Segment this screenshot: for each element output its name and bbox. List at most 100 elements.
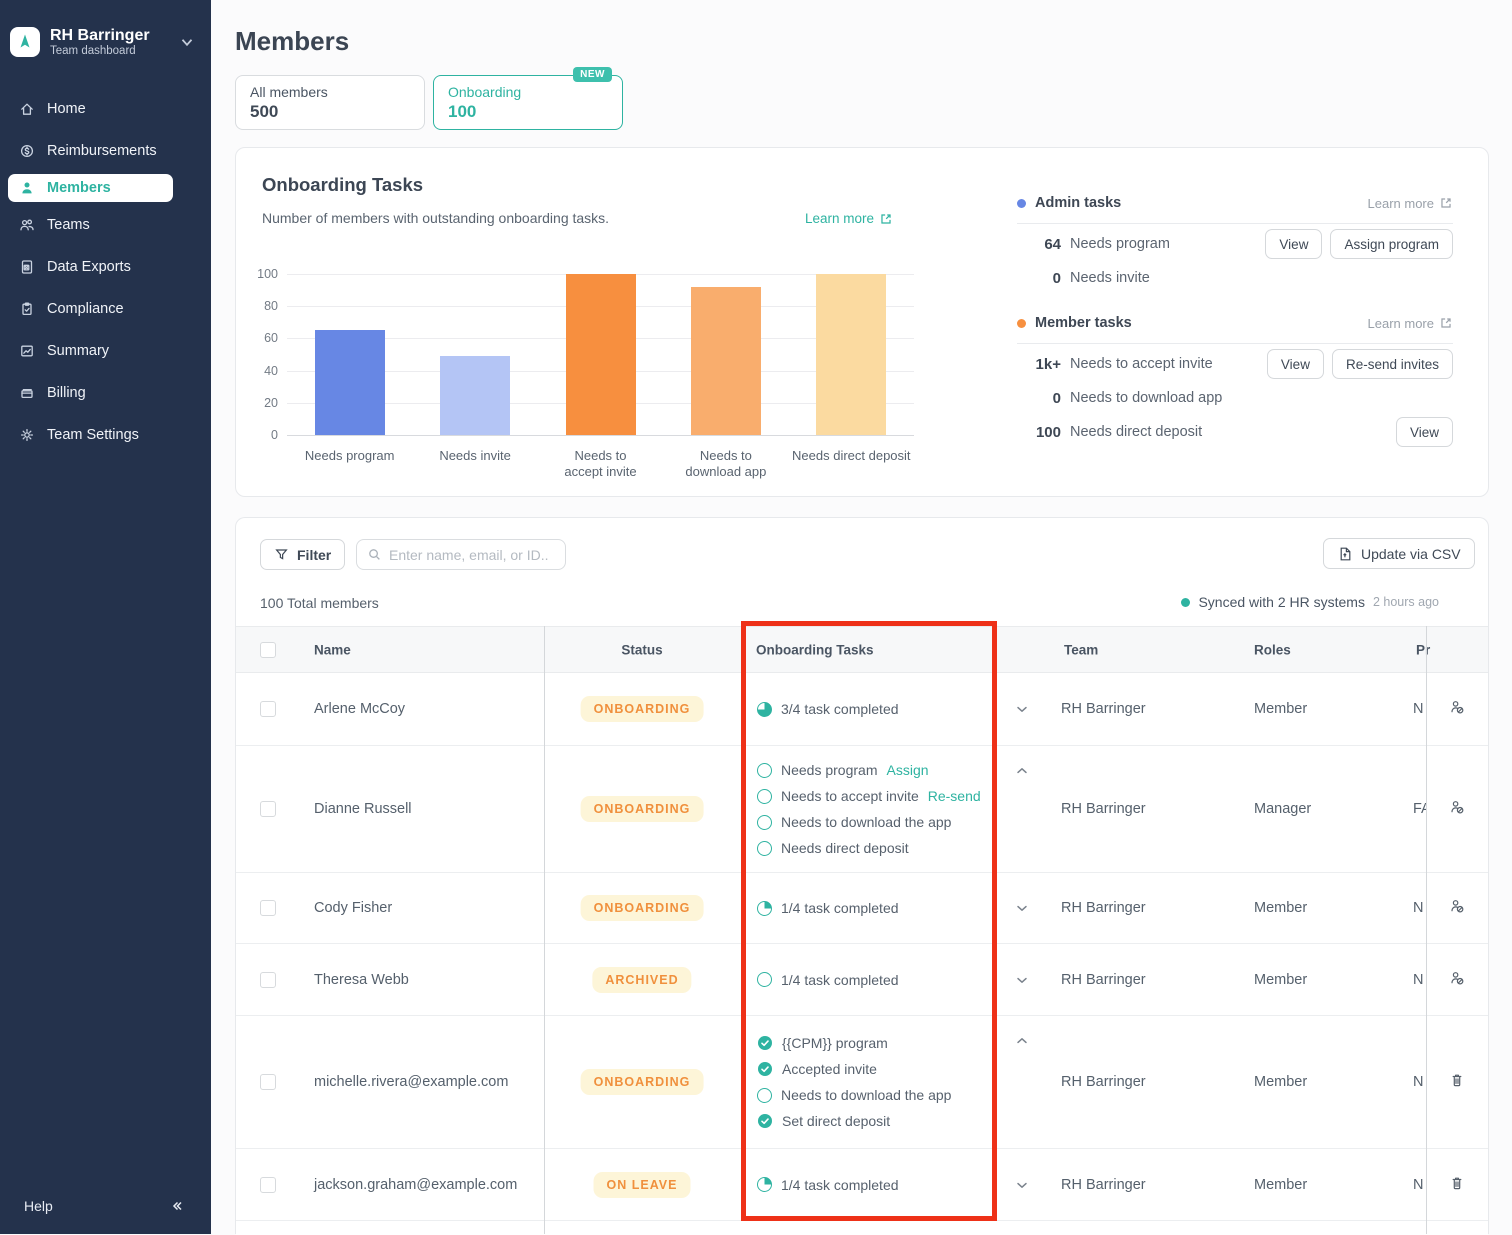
sidebar-item-label: Billing — [47, 385, 86, 401]
table-row: jackson.graham@example.com ON LEAVE 1/4 ta… — [236, 1149, 1488, 1221]
tab-count: 100 — [448, 102, 477, 121]
task-text: Needs direct deposit — [781, 840, 909, 856]
team-cell: RH Barringer — [1061, 1074, 1146, 1090]
collapse-row-icon[interactable] — [1014, 1033, 1030, 1049]
chevron-down-icon[interactable] — [178, 33, 196, 51]
update-csv-button[interactable]: Update via CSV — [1323, 538, 1475, 569]
task-text: Needs to accept invite — [781, 788, 919, 804]
x-axis-label: Needs program — [304, 448, 395, 463]
total-members: 100 Total members — [260, 595, 379, 611]
task-text: Needs to download the app — [781, 1087, 952, 1103]
external-link-icon — [1441, 198, 1451, 208]
y-tick-label: 100 — [257, 267, 278, 281]
sidebar-item-data-exports[interactable]: Data Exports — [0, 246, 211, 288]
admin-tasks-dot-icon — [1017, 198, 1026, 208]
collapse-row-icon[interactable] — [1014, 763, 1030, 779]
onboarding-tasks-cell: 3/4 task completed — [757, 673, 899, 745]
y-tick-label: 40 — [264, 363, 278, 378]
task-text: Accepted invite — [782, 1061, 877, 1077]
status-badge: ONBOARDING — [580, 696, 704, 722]
view-button[interactable]: View — [1266, 349, 1324, 379]
onboarding-bar-chart: 0 20 40 60 80 100 — [257, 267, 914, 442]
row-checkbox[interactable] — [260, 900, 276, 916]
row-checkbox[interactable] — [260, 1176, 276, 1193]
learn-more-link[interactable]: Learn more — [1368, 316, 1453, 331]
task-label: Needs to download app — [1070, 390, 1223, 406]
select-all-checkbox[interactable] — [260, 641, 276, 658]
learn-more-link[interactable]: Learn more — [805, 211, 893, 226]
help-link[interactable]: Help — [24, 1198, 53, 1214]
circle-empty-icon — [757, 762, 772, 778]
tab-all-members[interactable]: All members 500 — [235, 75, 425, 130]
sidebar-item-compliance[interactable]: Compliance — [0, 288, 211, 330]
row-checkbox[interactable] — [260, 971, 276, 988]
collapse-sidebar-icon[interactable] — [169, 1198, 185, 1214]
sidebar-item-home[interactable]: Home — [0, 88, 211, 130]
search-box — [356, 539, 566, 570]
sidebar-item-teams[interactable]: Teams — [0, 204, 211, 246]
task-item: Set direct deposit — [757, 1112, 951, 1130]
org-switcher[interactable]: RH Barringer Team dashboard — [10, 26, 200, 57]
view-button[interactable]: View — [1395, 417, 1453, 447]
task-item: Needs to download the app — [757, 813, 981, 831]
sidebar-item-summary[interactable]: Summary — [0, 330, 211, 372]
truncated-cell: N — [1413, 701, 1424, 717]
sidebar-item-members[interactable]: Members — [8, 174, 173, 202]
table-row: Dianne Russell ONBOARDING Needs program Ass… — [236, 746, 1488, 873]
task-label: Needs invite — [1070, 270, 1150, 286]
team-settings-icon — [19, 427, 35, 443]
filter-button[interactable]: Filter — [260, 539, 346, 570]
sidebar-item-reimbursements[interactable]: Reimbursements — [0, 130, 211, 172]
row-checkbox[interactable] — [260, 1074, 276, 1090]
bar-needs-program — [314, 330, 385, 435]
re-send-link[interactable]: Re-send — [927, 788, 981, 804]
row-checkbox[interactable] — [260, 801, 276, 817]
row-checkbox[interactable] — [260, 701, 276, 717]
task-item: Needs direct deposit — [757, 839, 981, 857]
offboard-member-icon[interactable] — [1449, 699, 1469, 719]
assign-program-button[interactable]: Assign program — [1330, 229, 1453, 259]
member-name: Arlene McCoy — [314, 701, 406, 717]
sidebar-item-billing[interactable]: Billing — [0, 372, 211, 414]
table-row: michelle.rivera@example.com ONBOARDING {{C… — [236, 1016, 1488, 1149]
onboarding-card-title: Onboarding Tasks — [262, 174, 424, 195]
re-send-invites-button[interactable]: Re-send invites — [1331, 349, 1453, 379]
members-icon — [19, 180, 35, 196]
table-header: Name Status Onboarding Tasks Team Roles Pr — [236, 626, 1488, 673]
offboard-member-icon[interactable] — [1449, 799, 1469, 819]
offboard-member-icon[interactable] — [1449, 970, 1469, 990]
team-cell: RH Barringer — [1061, 701, 1146, 717]
delete-member-icon[interactable] — [1449, 1175, 1469, 1195]
learn-more-link[interactable]: Learn more — [1368, 196, 1453, 211]
pie-quarter-icon — [757, 900, 772, 916]
search-input[interactable] — [389, 546, 549, 563]
task-text: 1/4 task completed — [781, 1176, 899, 1193]
expand-row-icon[interactable] — [1014, 701, 1030, 717]
sidebar-item-team-settings[interactable]: Team Settings — [0, 414, 211, 456]
expand-row-icon[interactable] — [1014, 900, 1030, 916]
assign-link[interactable]: Assign — [886, 762, 929, 778]
bar-needs-direct-deposit — [816, 274, 887, 435]
expand-row-icon[interactable] — [1014, 972, 1030, 988]
tab-onboarding[interactable]: Onboarding 100 NEW — [433, 67, 623, 130]
view-button[interactable]: View — [1265, 229, 1323, 259]
reimbursements-icon — [19, 143, 35, 159]
task-count: 0 — [1052, 389, 1061, 407]
funnel-icon — [275, 549, 288, 560]
admin-tasks-header: Admin tasks Learn more — [1017, 195, 1453, 211]
expand-row-icon[interactable] — [1014, 1177, 1030, 1193]
data-exports-icon — [19, 259, 35, 275]
task-done-icon — [757, 1113, 773, 1129]
bar-needs-to-accept-invite — [565, 274, 636, 435]
column-header-status: Status — [621, 642, 663, 657]
csv-file-icon — [1340, 547, 1351, 560]
offboard-member-icon[interactable] — [1449, 898, 1469, 918]
task-text: Needs program — [781, 762, 878, 778]
team-cell: RH Barringer — [1061, 1176, 1146, 1193]
sidebar: RH Barringer Team dashboard Home Reimburs… — [0, 0, 211, 1234]
task-item: {{CPM}} program — [757, 1034, 951, 1052]
onboarding-tasks-cell: 1/4 task completed — [757, 944, 899, 1015]
circle-empty-icon — [757, 972, 772, 987]
roles-cell: Member — [1254, 900, 1308, 916]
delete-member-icon[interactable] — [1449, 1072, 1469, 1092]
